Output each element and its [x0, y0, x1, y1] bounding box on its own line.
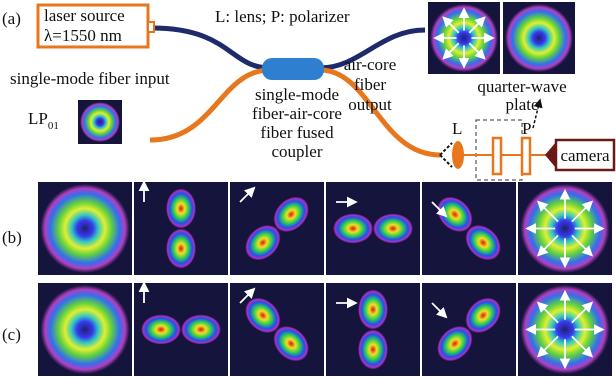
mode-lobe: [166, 189, 196, 229]
waveplate-text: quarter-wave: [477, 77, 566, 96]
mode-lobe: [373, 214, 413, 244]
laser-text: laser source: [44, 6, 125, 25]
connector: [148, 22, 154, 32]
polarizer-label: P: [522, 119, 531, 138]
legend: L: lens; P: polarizer: [215, 7, 350, 26]
polarizer: [522, 138, 530, 174]
camera-label: camera: [560, 146, 610, 165]
mode-lobe: [166, 229, 196, 269]
laser-text: λ=1550 nm: [44, 26, 122, 45]
mode-ring: [505, 4, 573, 72]
lens: [452, 141, 464, 169]
input-label: single-mode fiber input: [10, 69, 170, 88]
camera-lens: [545, 142, 556, 168]
mode-lobe: [358, 330, 388, 370]
output-text: output: [348, 95, 392, 114]
coupler-text: single-mode: [255, 85, 339, 104]
mode-lobe: [181, 315, 221, 345]
coupler: [262, 58, 324, 80]
coupler-text: coupler: [272, 142, 323, 161]
panel-label: (c): [2, 325, 21, 344]
mode-ring: [41, 184, 130, 273]
panel-label: (b): [2, 228, 22, 247]
panel-label: (a): [2, 9, 21, 28]
mode-sub: 01: [48, 120, 59, 132]
coupler-text: fiber-air-core: [252, 104, 342, 123]
lens-label: L: [452, 119, 462, 138]
coupler-text: fiber fused: [260, 123, 334, 142]
mode-lobe: [333, 214, 373, 244]
mode-ring: [41, 285, 130, 374]
mode-lobe: [358, 290, 388, 330]
mode-label: LP01: [28, 109, 59, 132]
mode-ring: [80, 102, 120, 142]
output-text: fiber: [354, 75, 386, 94]
waveplate-text: plate: [505, 95, 538, 114]
waveplate: [493, 138, 501, 174]
mode-lobe: [141, 315, 181, 345]
mode-main: LP: [28, 109, 48, 128]
output-text: air-core: [344, 55, 397, 74]
beam: [440, 143, 452, 167]
figure: (a) laser source λ=1550 nm L: lens; P: p…: [0, 0, 616, 378]
